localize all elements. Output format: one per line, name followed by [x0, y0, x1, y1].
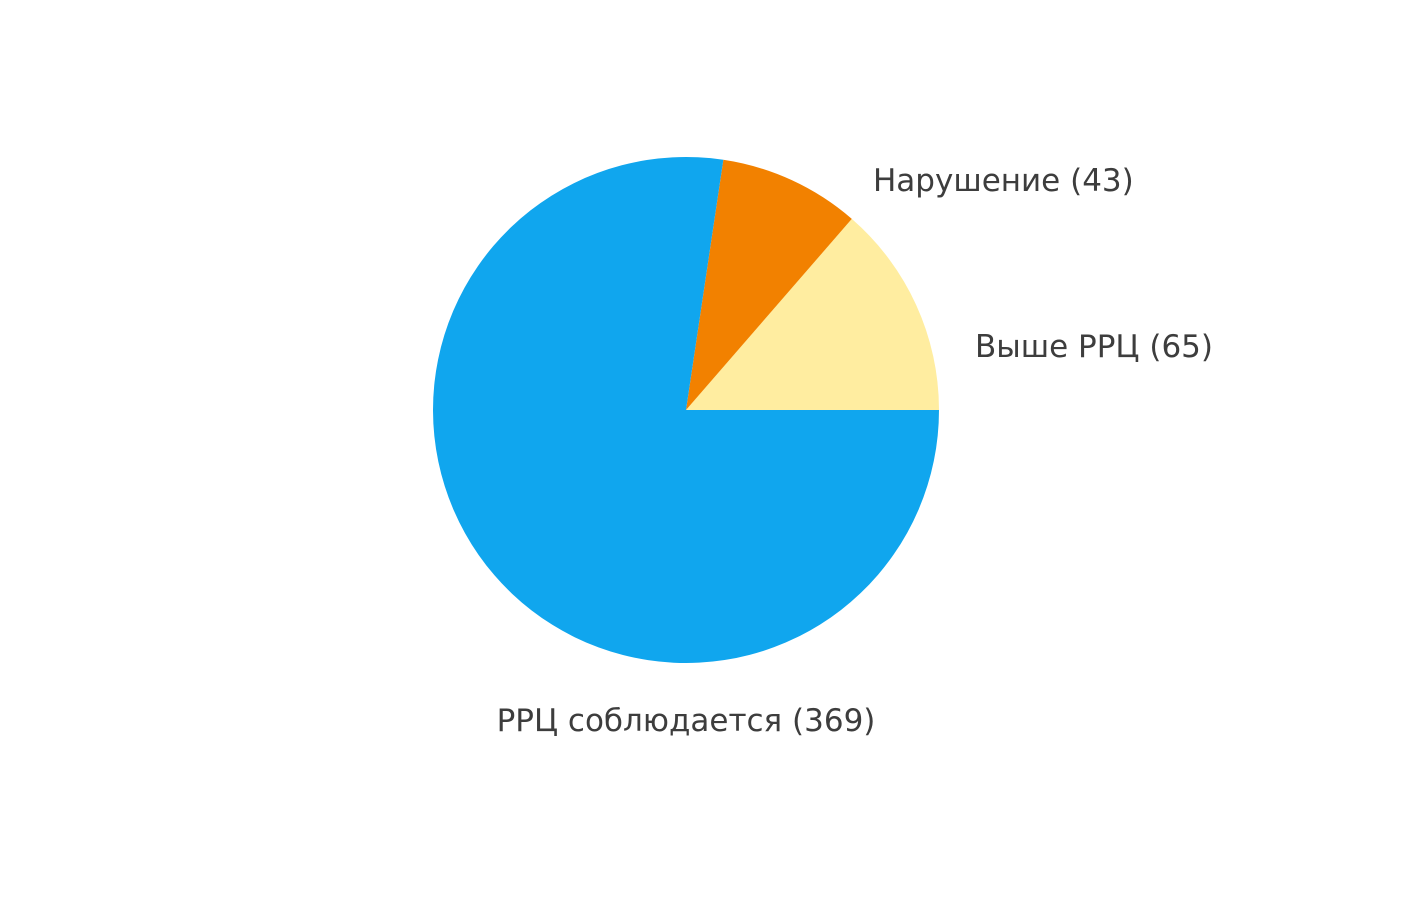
slice-label-rrc-soblyudaetsya: РРЦ соблюдается (369)	[497, 703, 876, 739]
slice-label-narushenie: Нарушение (43)	[873, 163, 1134, 199]
pie-slice-narushenie	[686, 159, 852, 410]
pie-slice-vyshe-rrc	[686, 218, 939, 410]
pie-slice-rrc-soblyudaetsya	[432, 157, 939, 664]
pie-slices	[432, 157, 939, 664]
slice-label-vyshe-rrc: Выше РРЦ (65)	[975, 329, 1213, 365]
pie-labels: Выше РРЦ (65) Нарушение (43) РРЦ соблюда…	[497, 163, 1213, 739]
